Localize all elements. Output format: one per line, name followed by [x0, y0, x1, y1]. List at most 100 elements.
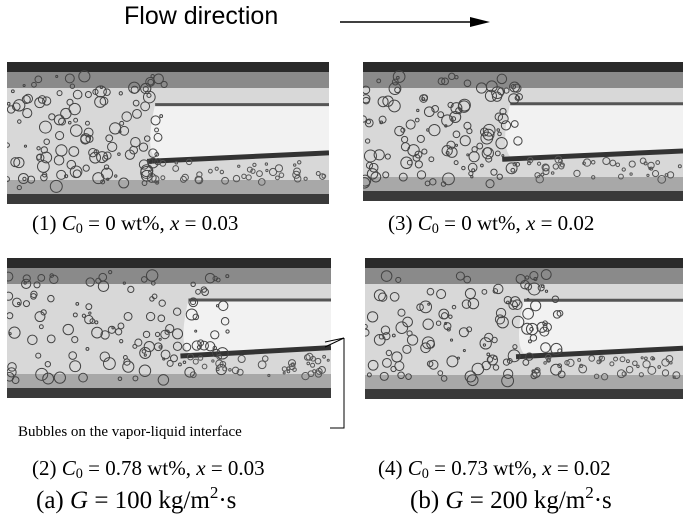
photo-detail [83, 127, 94, 138]
photo [7, 62, 329, 204]
photo-detail [164, 329, 170, 335]
photo-detail [485, 179, 495, 189]
photo-detail [219, 360, 227, 368]
photo-detail [71, 335, 79, 344]
photo-detail [508, 300, 519, 310]
photo-detail [217, 300, 229, 312]
label-part: x [526, 211, 536, 235]
photo-detail [496, 73, 508, 85]
photo-detail [402, 316, 413, 328]
photo-detail [7, 367, 17, 378]
photo-detail [550, 342, 563, 355]
photo-detail [27, 334, 38, 346]
photo-detail [363, 115, 367, 123]
photo-detail [200, 286, 208, 293]
photo-detail [66, 98, 74, 106]
photo-detail [556, 310, 564, 317]
photo-detail [515, 161, 521, 167]
photo-detail [524, 275, 530, 280]
photo-detail [625, 359, 630, 364]
photo-detail [7, 180, 329, 194]
photo-detail [536, 321, 548, 333]
photo [7, 258, 331, 398]
photo-detail [429, 178, 437, 186]
label-part: G [445, 487, 464, 515]
photo-detail [8, 332, 12, 336]
photo-detail [150, 115, 161, 126]
photo-detail [210, 330, 220, 340]
photo-detail [196, 345, 202, 350]
photo-detail [450, 102, 463, 115]
photo-detail [366, 311, 379, 323]
photo-detail [540, 269, 552, 280]
photo-detail [452, 130, 461, 139]
photo-detail [588, 355, 596, 362]
photo-detail [180, 345, 331, 359]
photo-detail [91, 326, 103, 339]
photo-detail [220, 317, 230, 326]
photo-detail [160, 329, 170, 340]
photo-detail [36, 154, 43, 160]
photo-detail [535, 175, 544, 184]
photo-detail [225, 274, 230, 279]
photo-detail [458, 327, 469, 338]
photo-detail [441, 77, 449, 86]
label-part: C [407, 456, 422, 480]
photo-detail [46, 334, 56, 344]
photo-detail [310, 355, 316, 362]
photo-detail [34, 97, 46, 109]
label-part: C [61, 211, 76, 235]
photo-detail [496, 173, 503, 180]
photo-detail [114, 174, 118, 178]
photo-detail [278, 172, 285, 178]
photo-detail [166, 359, 174, 367]
photo-detail [456, 356, 460, 360]
photo-detail [314, 370, 323, 378]
photo-detail [85, 134, 94, 143]
photo-detail [315, 171, 321, 176]
photo-detail [617, 173, 624, 180]
photo-detail [422, 318, 434, 330]
photo-detail [376, 78, 382, 84]
photo-detail [384, 153, 391, 160]
photo-detail [44, 360, 52, 368]
photo-detail [552, 310, 562, 319]
photo-detail [503, 368, 514, 379]
photo-detail [82, 164, 90, 172]
photo-detail [550, 363, 562, 376]
photo-detail [257, 360, 267, 370]
photo-detail [510, 167, 516, 173]
label-part: 2 [209, 483, 219, 502]
photo-detail [33, 281, 41, 289]
photo-detail [179, 175, 187, 183]
group-label: (a) G = 100 kg/m2·s [36, 483, 236, 515]
photo-detail [22, 274, 31, 283]
photo-detail [379, 371, 389, 381]
photo-detail [672, 371, 681, 380]
photo-detail [480, 131, 494, 145]
photo-detail [467, 162, 478, 173]
photo-detail [550, 171, 555, 175]
label-part: = 200 kg/m [463, 487, 586, 515]
photo-detail [554, 155, 563, 164]
photo-detail [143, 353, 147, 357]
photo-detail [463, 275, 472, 284]
photo-detail [542, 168, 550, 176]
photo-detail [366, 372, 372, 378]
photo-detail [521, 322, 534, 335]
photo-detail [42, 372, 55, 385]
photo-detail [484, 332, 494, 343]
photo-detail [507, 349, 521, 363]
photo-detail [154, 331, 161, 337]
photo-detail [7, 142, 10, 148]
photo-detail [468, 151, 480, 163]
photo-detail [505, 162, 518, 175]
photo-detail [185, 158, 193, 166]
caption: (1) C0 = 0 wt%, x = 0.03 [32, 211, 238, 238]
photo-detail [145, 311, 156, 322]
photo-detail [471, 362, 485, 376]
photo-detail [265, 168, 269, 173]
photo-detail [138, 159, 150, 170]
photo-detail [22, 83, 26, 88]
photo-detail [365, 328, 370, 337]
